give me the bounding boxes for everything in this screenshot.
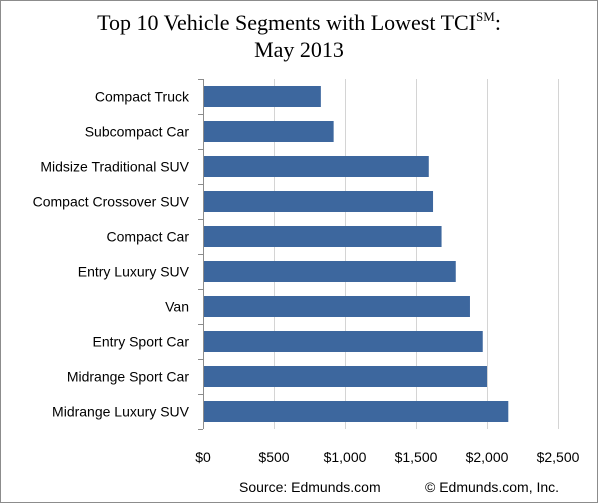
chart-title-line-1: Top 10 Vehicle Segments with Lowest TCIS…: [1, 9, 597, 36]
bar-6: [204, 296, 470, 317]
category-label-3: Compact Crossover SUV: [33, 194, 190, 210]
category-label-2: Midsize Traditional SUV: [40, 159, 189, 175]
bar-3: [204, 191, 434, 212]
bar-1: [204, 121, 334, 142]
category-label-4: Compact Car: [107, 229, 190, 245]
source-note: Source: Edmunds.com: [239, 479, 381, 495]
category-label-8: Midrange Sport Car: [67, 369, 190, 385]
x-tick-label-3: $1,500: [395, 449, 438, 465]
category-label-1: Subcompact Car: [85, 124, 190, 140]
bar-5: [204, 261, 456, 282]
chart-title-line-2: May 2013: [254, 37, 344, 62]
bar-9: [204, 401, 509, 422]
category-label-9: Midrange Luxury SUV: [52, 404, 190, 420]
x-tick-label-5: $2,500: [537, 449, 580, 465]
x-tick-label-1: $500: [258, 449, 289, 465]
x-tick-label-2: $1,000: [324, 449, 367, 465]
category-label-7: Entry Sport Car: [93, 334, 190, 350]
category-label-0: Compact Truck: [95, 89, 190, 105]
bar-0: [204, 86, 321, 107]
chart-title: Top 10 Vehicle Segments with Lowest TCIS…: [1, 9, 597, 63]
x-tick-label-0: $0: [195, 449, 211, 465]
category-label-5: Entry Luxury SUV: [78, 264, 190, 280]
chart-title-main: Top 10 Vehicle Segments with Lowest TCI: [97, 10, 477, 35]
bar-4: [204, 226, 442, 247]
bar-2: [204, 156, 429, 177]
bar-7: [204, 331, 483, 352]
category-label-6: Van: [165, 299, 189, 315]
x-tick-label-4: $2,000: [466, 449, 509, 465]
chart-title-colon: :: [494, 10, 501, 35]
copyright-note: © Edmunds.com, Inc.: [425, 479, 560, 495]
bar-8: [204, 366, 487, 387]
service-mark: SM: [476, 9, 495, 24]
